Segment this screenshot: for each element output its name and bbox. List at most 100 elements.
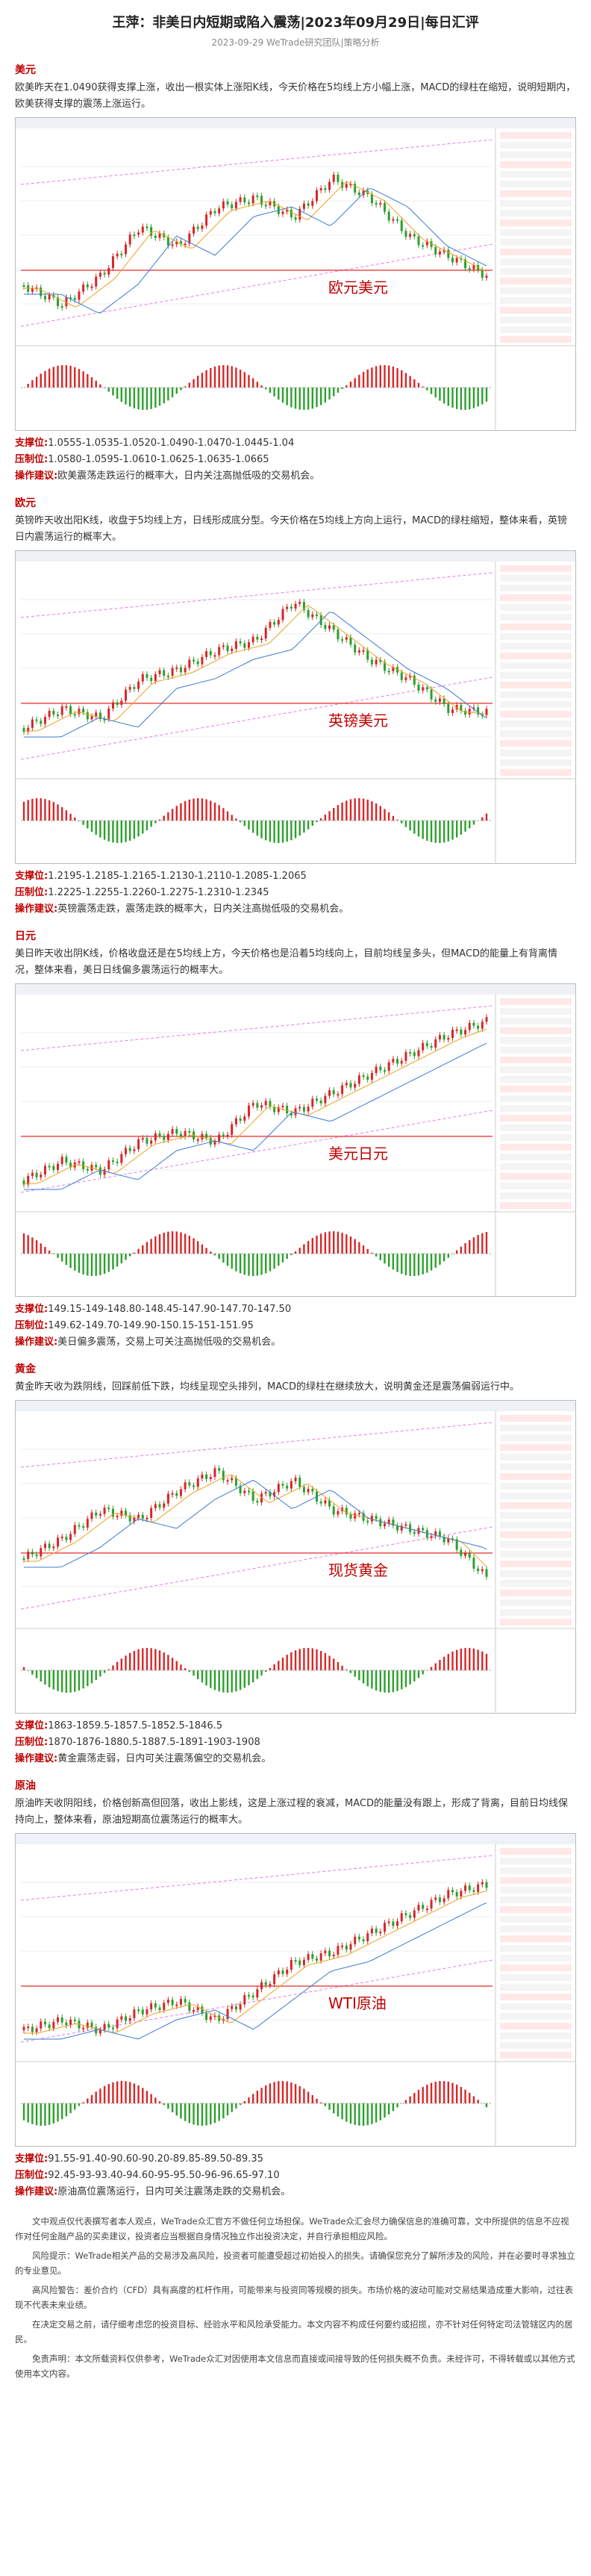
macd-bar <box>354 378 356 388</box>
candle-body <box>231 204 234 208</box>
quote-row <box>500 152 572 158</box>
macd-bar <box>328 388 331 400</box>
quote-row <box>500 1531 572 1538</box>
macd-bar <box>231 815 233 821</box>
candle-body <box>111 1508 114 1517</box>
macd-bar <box>265 388 267 390</box>
channel-line <box>20 1526 493 1610</box>
candle-body <box>315 614 318 616</box>
macd-bar <box>125 388 127 405</box>
candle-body <box>370 193 373 203</box>
moving-average <box>24 188 487 314</box>
disclaimer-paragraph: 免责声明：本文所载资料仅供参考，WeTrade众汇对因使用本文信息而直接或间接导… <box>15 2353 575 2379</box>
quote-row <box>500 1105 572 1112</box>
candle-body <box>332 625 335 630</box>
candle-body <box>332 174 335 182</box>
macd-bar <box>193 798 195 821</box>
candle-body <box>171 2000 174 2006</box>
macd-bar <box>290 821 293 841</box>
section-summary: 黄金昨天收为跌阴线，回踩前低下跌，均线呈现空头排列，MACD的绿柱在继续放大，说… <box>15 1381 519 1393</box>
candle-body <box>438 1035 441 1040</box>
candle-body <box>196 1478 199 1487</box>
candle-body <box>133 1149 136 1151</box>
candle-body <box>383 662 386 671</box>
section-summary: 英镑昨天收出阳K线，收盘于5均线上方，日线形成底分型。今天价格在5均线上方向上运… <box>15 515 568 543</box>
macd-bar <box>95 821 97 836</box>
candle-body <box>379 1932 382 1934</box>
candle-body <box>290 1481 293 1489</box>
candle-body <box>137 232 140 235</box>
candle-body <box>425 1908 428 1911</box>
macd-bar <box>31 798 34 821</box>
chart-label: WTI原油 <box>328 1994 387 2012</box>
candle-body <box>150 1140 153 1144</box>
macd-bar <box>154 1236 157 1254</box>
candle-body <box>472 707 475 709</box>
macd-bar <box>226 2103 229 2116</box>
macd-bar <box>294 821 297 839</box>
macd-bar <box>443 821 445 843</box>
quote-row <box>500 190 572 197</box>
quote-row <box>500 1994 572 2000</box>
candle-body <box>128 1515 131 1522</box>
resistance-line-text: 92.45-93-93.40-94.60-95-95.50-96-96.65-9… <box>48 2170 280 2181</box>
macd-bar <box>137 1649 140 1670</box>
macd-bar <box>409 1670 411 1684</box>
macd-bar <box>87 374 89 388</box>
macd-bar <box>366 1670 369 1687</box>
macd-bar <box>265 821 267 841</box>
candle-body <box>98 2029 101 2034</box>
candle-body <box>400 220 403 231</box>
candle-body <box>137 1514 140 1518</box>
quote-row <box>500 239 572 246</box>
quote-row <box>500 1858 572 1864</box>
resistance-line: 压制位:1.0580-1.0595-1.0610-1.0625-1.0635-1… <box>15 452 576 468</box>
quote-row <box>500 132 572 139</box>
macd-bar <box>133 388 136 408</box>
quote-row <box>500 268 572 275</box>
chart-label: 英镑美元 <box>328 712 388 729</box>
macd-bar <box>451 1652 454 1670</box>
macd-bar <box>443 1656 445 1670</box>
macd-bar <box>218 1254 220 1260</box>
macd-bar <box>125 1254 127 1260</box>
macd-bar <box>481 1233 484 1254</box>
candle-body <box>209 2016 212 2020</box>
candle-body <box>286 209 289 212</box>
disclaimer-paragraph: 风险提示：WeTrade相关产品的交易涉及高风险，投资者可能遭受超过初始投入的损… <box>15 2250 575 2276</box>
quote-row <box>500 759 572 766</box>
advice-line: 操作建议:欧美震荡走跌运行的概率大，日内关注高抛低吸的交易机会。 <box>15 468 576 485</box>
candle-body <box>464 1885 467 1891</box>
candle-body <box>95 1512 98 1516</box>
candle-body <box>239 1485 242 1493</box>
quote-row <box>500 575 572 582</box>
candle-body <box>366 1076 369 1080</box>
macd-bar <box>260 2088 263 2103</box>
quote-row <box>500 2003 572 2010</box>
candle-body <box>243 643 246 648</box>
macd-bar <box>294 388 297 409</box>
quote-row <box>500 1945 572 1952</box>
macd-bar <box>201 373 204 388</box>
quote-row <box>500 1134 572 1141</box>
macd-bar <box>384 809 386 821</box>
candle-body <box>193 659 196 662</box>
macd-bar <box>248 821 250 830</box>
candle-body <box>413 1052 416 1057</box>
section: 欧元 英镑昨天收出阳K线，收盘于5均线上方，日线形成底分型。今天价格在5均线上方向… <box>15 495 576 918</box>
macd-bar <box>409 2096 411 2103</box>
quote-row <box>500 1906 572 1913</box>
macd-bar <box>99 821 101 838</box>
macd-bar <box>112 1665 114 1670</box>
macd-bar <box>337 805 340 821</box>
candle-body <box>201 2006 204 2014</box>
macd-bar <box>375 803 378 821</box>
macd-bar <box>417 821 420 837</box>
candle-body <box>400 1060 403 1064</box>
quote-row <box>500 701 572 708</box>
advice-line-text: 美日偏多震荡，交易上可关注高抛低吸的交易机会。 <box>57 1337 281 1348</box>
resistance-line: 压制位:1.2225-1.2255-1.2260-1.2275-1.2310-1… <box>15 885 576 901</box>
macd-bar <box>158 2101 161 2103</box>
macd-bar <box>205 799 207 821</box>
